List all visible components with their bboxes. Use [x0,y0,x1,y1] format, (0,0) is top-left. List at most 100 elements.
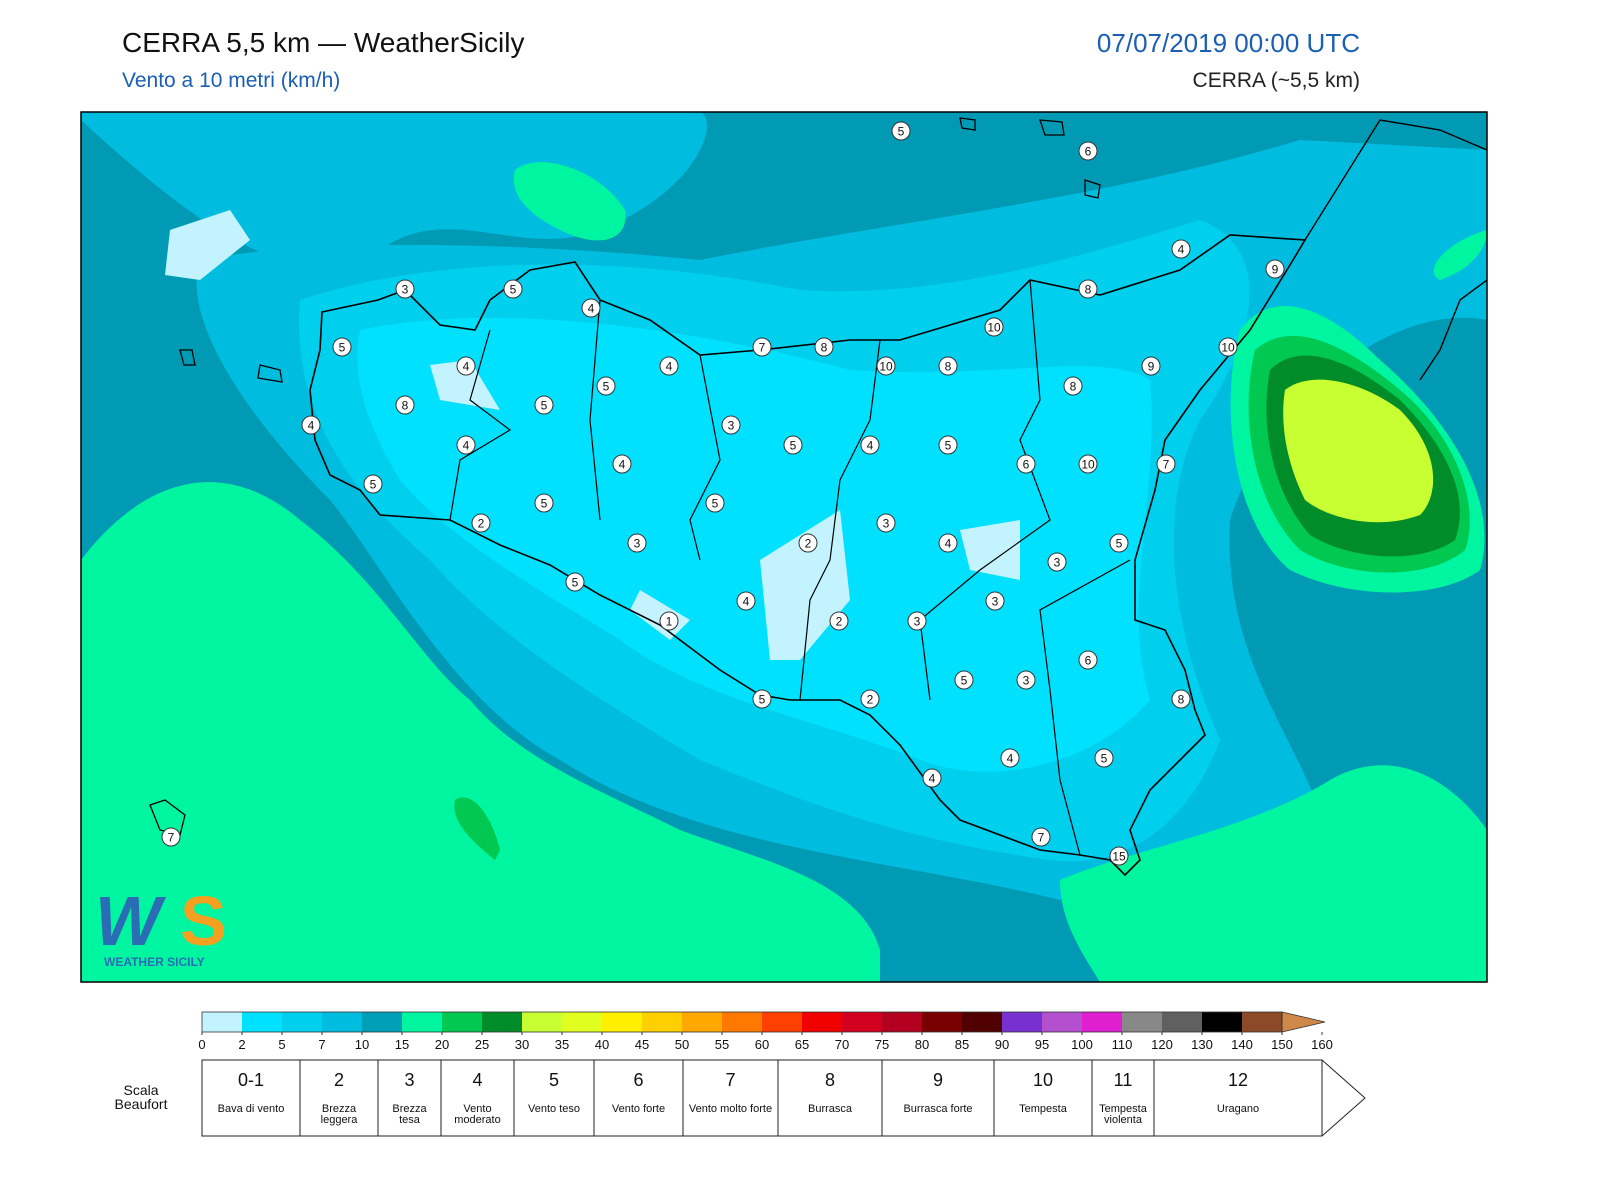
station-value: 10 [1221,341,1235,355]
beaufort-cell: 0-1 Bava di vento [202,1070,300,1115]
colorbar-tick-label: 35 [555,1037,569,1052]
beaufort-force: 0-1 [237,1070,264,1090]
colorbar-tick-label: 130 [1191,1037,1213,1052]
colorbar-bin [642,1012,682,1032]
station-value: 5 [370,478,377,492]
station-marker [1078,650,1098,670]
colorbar-tick-label: 45 [635,1037,649,1052]
beaufort-cell: 8 Burrasca [778,1070,882,1115]
station-marker [1109,846,1129,866]
station-value: 4 [588,302,595,316]
station-value: 3 [992,595,999,609]
colorbar-tick-label: 65 [795,1037,809,1052]
table-outline [201,1059,1366,1137]
station-value: 5 [1116,537,1123,551]
station-value: 5 [339,341,346,355]
colorbar-bin [1242,1012,1282,1032]
station-marker [736,591,756,611]
station-marker [565,572,585,592]
colorbar-bin [482,1012,522,1032]
station-marker [395,279,415,299]
station-marker [659,611,679,631]
station-value: 3 [1023,674,1030,688]
colorbar: 0 2 5 7 10 15 20 25 30 35 40 45 50 55 60 65 70 75 80 85 90 95… [198,1011,1333,1052]
colorbar-tick-label: 150 [1271,1037,1293,1052]
colorbar-tick-label: 50 [675,1037,689,1052]
station-value: 6 [1085,145,1092,159]
beaufort-name: Vento molto forte [688,1103,773,1115]
colorbar-bin [1002,1012,1042,1032]
station-marker [1047,552,1067,572]
station-marker [1078,141,1098,161]
station-value: 9 [1148,360,1155,374]
colorbar-bin [762,1012,802,1032]
station-marker [596,376,616,396]
colorbar-tick-label: 160 [1311,1037,1333,1052]
station-marker [1156,454,1176,474]
colorbar-tick-label: 100 [1071,1037,1093,1052]
colorbar-tick-label: 110 [1112,1037,1133,1052]
colorbar-tick-label: 140 [1231,1037,1253,1052]
beaufort-force: 9 [932,1070,943,1090]
station-marker [395,395,415,415]
colorbar-tick-label: 70 [835,1037,849,1052]
beaufort-force: 7 [725,1070,736,1090]
station-marker [1094,748,1114,768]
colorbar-bin [602,1012,642,1032]
beaufort-name: Burrasca forte [903,1103,973,1115]
colorbar-bin [842,1012,882,1032]
station-value: 5 [541,497,548,511]
station-marker [798,533,818,553]
beaufort-name: Bava di vento [217,1103,285,1115]
station-value: 2 [867,693,874,707]
station-marker [705,493,725,513]
station-marker [534,493,554,513]
colorbar-tick-label: 75 [875,1037,889,1052]
beaufort-name: Brezza tesa [392,1103,427,1126]
station-marker [1016,670,1036,690]
station-marker [471,513,491,533]
colorbar-bin [562,1012,602,1032]
beaufort-force: 6 [633,1070,644,1090]
beaufort-label: Scala Beaufort [114,1082,168,1112]
station-value: 8 [1070,380,1077,394]
colorbar-bin [802,1012,842,1032]
colorbar-bin [682,1012,722,1032]
colorbar-tick-label: 55 [715,1037,729,1052]
station-marker [301,415,321,435]
colorbar-bin [522,1012,562,1032]
beaufort-force: 11 [1113,1070,1133,1090]
station-marker [922,768,942,788]
station-marker [1078,454,1098,474]
station-value: 3 [914,615,921,629]
station-marker [161,827,181,847]
wind-field: W S WEATHER SICILY 5 6 4 9 3 5 4 8 10 5 7 8 10 4 4 10 8 9… [81,112,1487,982]
colorbar-bin [722,1012,762,1032]
colorbar-tick-label: 15 [395,1037,409,1052]
station-value: 5 [759,693,766,707]
colorbar-tick-label: 0 [198,1037,205,1052]
station-value: 8 [821,341,828,355]
station-value: 9 [1272,263,1279,277]
station-marker [1171,689,1191,709]
station-marker [1141,356,1161,376]
colorbar-bin [362,1012,402,1032]
station-marker [1078,279,1098,299]
station-marker [1171,239,1191,259]
station-value: 4 [619,458,626,472]
station-marker [938,435,958,455]
station-marker [907,611,927,631]
colorbar-tick-label: 7 [318,1037,325,1052]
subtitle: Vento a 10 metri (km/h) [122,69,340,92]
beaufort-cell: 10 Tempesta [994,1070,1092,1115]
colorbar-bin [922,1012,962,1032]
station-marker [1063,376,1083,396]
station-marker [612,454,632,474]
colorbar-bin [1082,1012,1122,1032]
station-marker [876,356,896,376]
station-marker [503,279,523,299]
station-value: 5 [961,674,968,688]
station-value: 6 [1023,458,1030,472]
station-marker [456,435,476,455]
